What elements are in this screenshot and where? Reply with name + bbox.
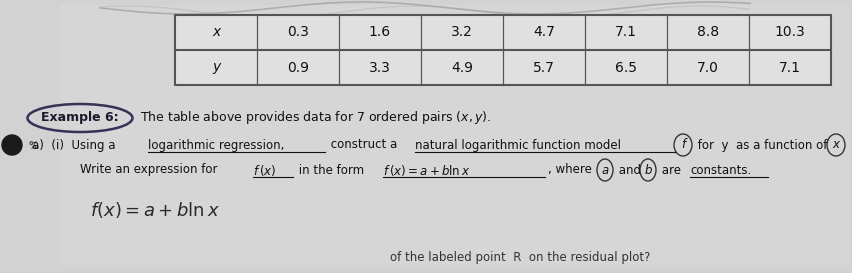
Text: $f\,(x)=a+b\ln x$: $f\,(x)=a+b\ln x$ [383, 162, 469, 177]
Text: 3.2: 3.2 [451, 25, 472, 40]
Text: f: f [680, 138, 684, 152]
Text: 8.8: 8.8 [696, 25, 718, 40]
Text: Write an expression for: Write an expression for [80, 164, 221, 177]
Text: 0.9: 0.9 [286, 61, 308, 75]
Text: 3.3: 3.3 [369, 61, 390, 75]
Text: logarithmic regression,: logarithmic regression, [148, 138, 284, 152]
Text: and: and [614, 164, 644, 177]
Text: 4.7: 4.7 [532, 25, 555, 40]
Circle shape [2, 135, 22, 155]
Text: for  y  as a function of: for y as a function of [694, 138, 826, 152]
Text: 0.3: 0.3 [287, 25, 308, 40]
Text: $f\,(x)$: $f\,(x)$ [253, 162, 276, 177]
Text: construct a: construct a [326, 138, 400, 152]
Text: x: x [211, 25, 220, 40]
Text: x: x [832, 138, 838, 152]
Text: $\mathbf{\%}$: $\mathbf{\%}$ [28, 139, 39, 151]
Text: are: are [657, 164, 684, 177]
Text: 6.5: 6.5 [614, 61, 636, 75]
Text: constants.: constants. [689, 164, 751, 177]
Text: in the form: in the form [295, 164, 367, 177]
Text: a: a [601, 164, 608, 177]
Text: a)  (i)  Using a: a) (i) Using a [32, 138, 119, 152]
Bar [175, 15, 830, 85]
Text: , where: , where [547, 164, 595, 177]
Text: 7.1: 7.1 [614, 25, 636, 40]
Text: b: b [643, 164, 651, 177]
Text: 7.0: 7.0 [696, 61, 718, 75]
Text: of the labeled point  R  on the residual plot?: of the labeled point R on the residual p… [389, 251, 649, 265]
Text: 4.9: 4.9 [451, 61, 473, 75]
Text: y: y [211, 61, 220, 75]
Text: 7.1: 7.1 [778, 61, 800, 75]
FancyBboxPatch shape [60, 5, 849, 265]
Text: 10.3: 10.3 [774, 25, 804, 40]
Text: Example 6:: Example 6: [41, 111, 118, 124]
Text: natural logarithmic function model: natural logarithmic function model [415, 138, 620, 152]
Text: $f(x)=a+b\ln x$: $f(x)=a+b\ln x$ [90, 200, 220, 220]
Text: 1.6: 1.6 [369, 25, 390, 40]
Text: The table above provides data for 7 ordered pairs $(x, y)$.: The table above provides data for 7 orde… [140, 109, 491, 126]
Text: 5.7: 5.7 [532, 61, 555, 75]
